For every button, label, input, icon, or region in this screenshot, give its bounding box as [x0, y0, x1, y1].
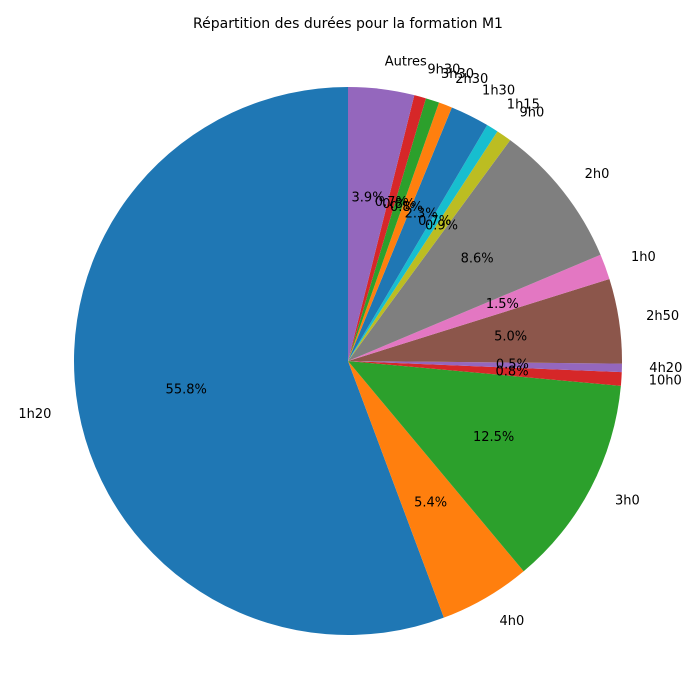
- pie-slice-10h0: [348, 361, 622, 386]
- slice-label-autres: Autres: [385, 54, 427, 69]
- chart-title: Répartition des durées pour la formation…: [193, 16, 503, 32]
- slice-percent-1h20: 55.8%: [166, 383, 207, 398]
- slice-label-2h50: 2h50: [646, 309, 679, 324]
- pie-slice-2h0: [348, 140, 601, 361]
- slice-label-1h30: 1h30: [482, 84, 515, 99]
- pie-slice-1h20: [73, 87, 444, 636]
- slice-label-2h30: 2h30: [455, 72, 488, 87]
- pie-slice-2h30: [348, 102, 452, 361]
- slice-percent-2h30: 0.8%: [390, 200, 423, 215]
- pie-slice-autres: [348, 87, 415, 361]
- pie-slice-4h0: [348, 361, 524, 618]
- pie-slice-9h30: [348, 95, 426, 361]
- slice-percent-4h20: 0.5%: [496, 358, 529, 373]
- slice-percent-4h0: 5.4%: [414, 496, 447, 511]
- pie-slice-1h15: [348, 125, 498, 361]
- pie-slice-9h0: [348, 131, 511, 361]
- slice-percent-3h0: 12.5%: [473, 430, 514, 445]
- pie-slice-1h0: [348, 254, 610, 361]
- slice-label-1h15: 1h15: [507, 97, 540, 112]
- slice-percent-1h0: 1.5%: [486, 297, 519, 312]
- pie-slice-2h50: [348, 278, 622, 364]
- pie-slice-3h30: [348, 98, 440, 362]
- slice-label-2h0: 2h0: [585, 167, 610, 182]
- slice-label-10h0: 10h0: [649, 373, 682, 388]
- slice-label-4h0: 4h0: [500, 614, 525, 629]
- pie-slices: [73, 87, 622, 636]
- pie-slice-3h0: [348, 361, 621, 572]
- slice-label-9h0: 9h0: [519, 106, 544, 121]
- slice-label-3h30: 3h30: [441, 67, 474, 82]
- slice-label-1h0: 1h0: [631, 250, 656, 265]
- slice-label-3h0: 3h0: [615, 493, 640, 508]
- slice-label-9h30: 9h30: [427, 63, 460, 78]
- pie-slice-4h20: [348, 361, 622, 373]
- slice-percent-2h50: 5.0%: [494, 329, 527, 344]
- slice-percent-autres: 3.9%: [352, 190, 385, 205]
- slice-percent-9h0: 0.9%: [425, 218, 458, 233]
- slice-label-4h20: 4h20: [649, 361, 682, 376]
- slice-percent-1h30: 2.3%: [405, 206, 438, 221]
- slice-percent-1h15: 0.7%: [418, 214, 451, 229]
- pie-labels: 1h20 55.8% 4h0 5.4% 3h0 12.5% 10h0 0.8% 4h20 0.5%…: [18, 54, 682, 629]
- slice-percent-10h0: 0.8%: [496, 364, 529, 379]
- pie-slice-1h30: [348, 107, 488, 362]
- slice-percent-3h30: 0.8%: [382, 197, 415, 212]
- slice-percent-2h0: 8.6%: [461, 252, 494, 267]
- slice-label-1h20: 1h20: [18, 407, 51, 422]
- slice-percent-9h30: 0.7%: [375, 195, 408, 210]
